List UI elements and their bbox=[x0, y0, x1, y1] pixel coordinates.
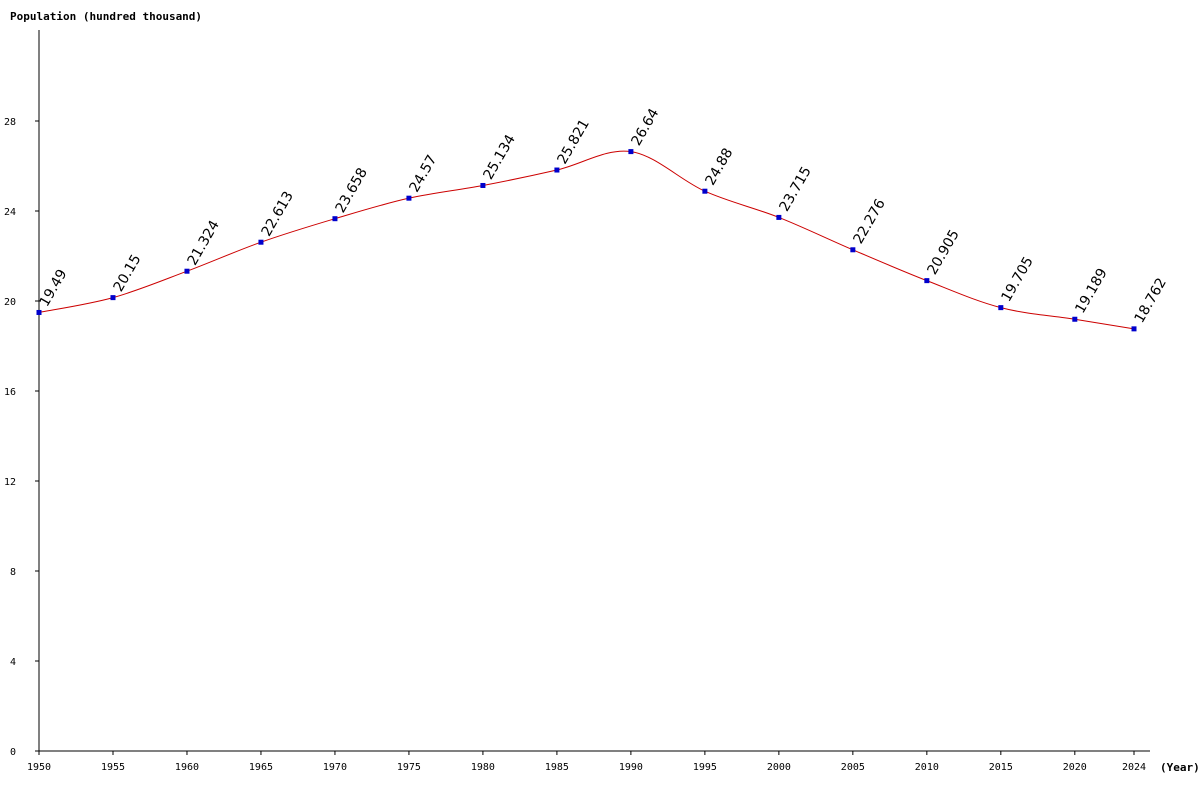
y-axis-ticks: 0 4 8 12 16 20 24 28 bbox=[4, 117, 39, 758]
data-label: 22.276 bbox=[850, 196, 888, 247]
data-point bbox=[36, 309, 42, 315]
data-point bbox=[406, 195, 412, 201]
x-tick-label: 2024 bbox=[1122, 762, 1146, 773]
y-tick-label: 0 bbox=[10, 747, 16, 758]
data-label: 19.189 bbox=[1072, 266, 1110, 316]
data-label: 24.57 bbox=[407, 152, 441, 195]
y-tick-label: 20 bbox=[4, 297, 16, 308]
data-markers bbox=[36, 149, 1137, 332]
data-point bbox=[702, 188, 708, 194]
data-point bbox=[184, 268, 190, 274]
y-tick-label: 8 bbox=[10, 567, 16, 578]
x-tick-label: 1995 bbox=[693, 762, 717, 773]
data-label: 21.324 bbox=[185, 218, 223, 269]
x-tick-label: 2000 bbox=[767, 762, 791, 773]
x-tick-label: 1960 bbox=[175, 762, 199, 773]
x-tick-label: 1980 bbox=[471, 762, 495, 773]
data-point bbox=[776, 214, 782, 220]
data-point bbox=[332, 216, 338, 222]
data-point bbox=[850, 247, 856, 253]
x-tick-label: 2005 bbox=[841, 762, 865, 773]
data-point bbox=[554, 167, 560, 173]
data-label: 18.762 bbox=[1132, 275, 1170, 325]
y-tick-label: 28 bbox=[4, 117, 16, 128]
x-tick-label: 1990 bbox=[619, 762, 643, 773]
data-label: 20.905 bbox=[924, 227, 962, 277]
y-tick-label: 12 bbox=[4, 477, 16, 488]
x-tick-label: 2015 bbox=[989, 762, 1013, 773]
data-point bbox=[480, 182, 486, 188]
y-tick-label: 24 bbox=[4, 207, 16, 218]
x-axis-ticks: 1950 1955 1960 1965 1970 1975 1980 1985 1990 1995… bbox=[27, 751, 1146, 773]
data-label: 23.658 bbox=[333, 165, 371, 215]
x-tick-label: 1955 bbox=[101, 762, 125, 773]
data-point bbox=[1131, 326, 1137, 332]
data-point bbox=[110, 295, 116, 301]
x-tick-label: 1970 bbox=[323, 762, 347, 773]
x-axis-title: (Year) bbox=[1160, 761, 1200, 774]
data-label: 19.705 bbox=[998, 254, 1036, 304]
data-point bbox=[924, 278, 930, 284]
data-label: 25.134 bbox=[481, 132, 519, 183]
x-tick-label: 1965 bbox=[249, 762, 273, 773]
series-line bbox=[38, 150, 1135, 330]
x-tick-label: 1950 bbox=[27, 762, 51, 773]
y-tick-label: 4 bbox=[10, 657, 16, 668]
data-label: 23.715 bbox=[776, 164, 814, 214]
data-point bbox=[628, 149, 634, 155]
data-label: 26.64 bbox=[628, 106, 662, 149]
data-label: 19.49 bbox=[37, 267, 71, 310]
data-point bbox=[1072, 316, 1078, 322]
data-point bbox=[998, 305, 1004, 311]
y-tick-label: 16 bbox=[4, 387, 16, 398]
data-label: 20.15 bbox=[111, 252, 145, 295]
data-label: 24.88 bbox=[702, 145, 736, 188]
x-tick-label: 1975 bbox=[397, 762, 421, 773]
x-tick-label: 2010 bbox=[915, 762, 939, 773]
x-tick-label: 2020 bbox=[1063, 762, 1087, 773]
data-point bbox=[258, 239, 264, 245]
y-axis-title: Population (hundred thousand) bbox=[10, 10, 202, 23]
x-tick-label: 1985 bbox=[545, 762, 569, 773]
